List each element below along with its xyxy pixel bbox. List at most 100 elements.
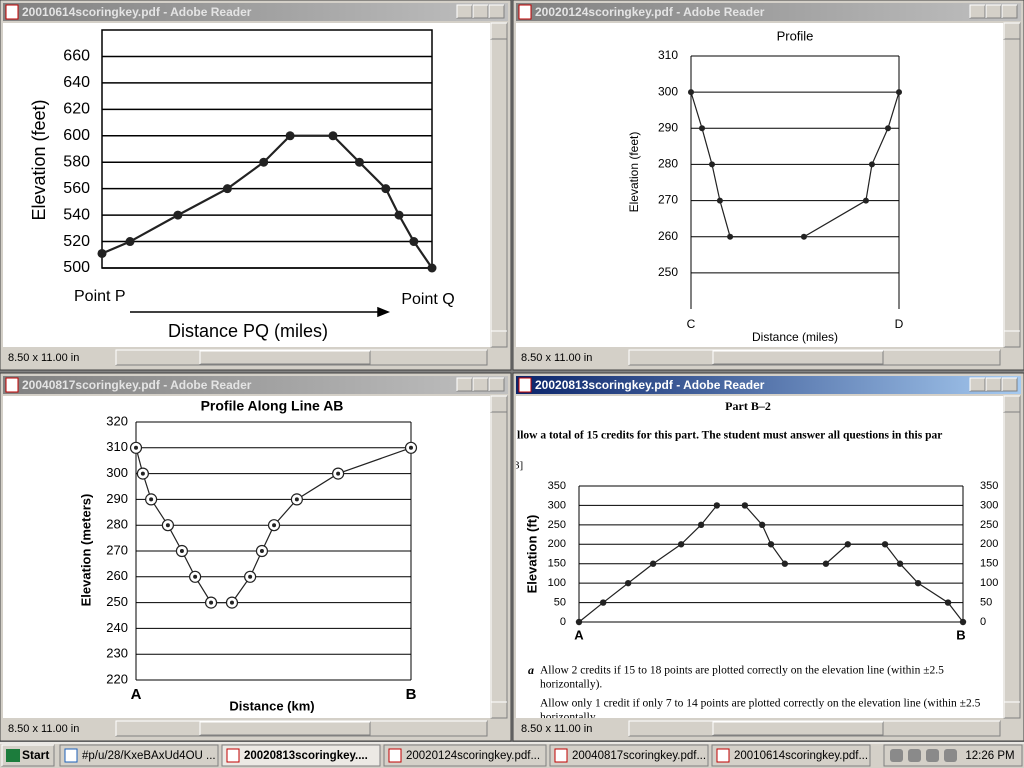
maximize-button[interactable] [985,377,1002,392]
document-area [516,23,1003,347]
scroll-thumb[interactable] [712,721,884,736]
point [624,579,632,587]
scroll-down-button[interactable] [1003,701,1021,719]
tray-icon[interactable] [890,749,903,762]
bevel-highlight [456,377,472,391]
scroll-up-button[interactable] [490,22,508,40]
scroll-down-button[interactable] [490,701,508,719]
x-start-label: A [574,627,584,642]
maximize-button[interactable] [985,4,1002,19]
point-center [179,549,184,553]
point-center [134,445,138,450]
y-tick-label: 280 [106,517,128,532]
vertical-scrollbar[interactable] [490,395,508,719]
x-end-label: Point Q [401,291,454,308]
y-tick-label: 580 [63,153,90,170]
point [285,131,295,141]
x-end-label: B [406,686,417,703]
doc-fragment: 3] [514,460,523,472]
point-center [248,574,253,579]
maximize-button[interactable] [472,377,489,392]
vertical-scrollbar[interactable] [1003,395,1021,719]
vertical-scrollbar[interactable] [1003,22,1021,348]
task-button[interactable] [221,744,381,767]
task-button[interactable] [549,744,709,767]
scroll-thumb[interactable] [199,721,371,736]
scroll-up-button[interactable] [1003,22,1021,40]
bevel-highlight [490,395,507,412]
title-bar [3,376,508,394]
title-bar [3,3,508,21]
point [381,184,391,194]
bevel-highlight [199,721,370,735]
point [758,521,766,529]
point [125,237,135,247]
y2-tick-label: 100 [980,577,998,589]
scroll-thumb[interactable] [199,350,371,365]
task-label: 20020813scoringkey.... [244,750,368,762]
bevel-highlight [456,4,472,18]
bevel-highlight [115,349,487,365]
tray-icon[interactable] [944,749,957,762]
doc-instruction: llow a total of 15 credits for this part… [517,430,942,442]
title-bar [516,3,1021,21]
y-tick-label: 250 [106,594,128,609]
bevel-highlight [712,350,883,364]
point-center [336,471,341,476]
vertical-scrollbar[interactable] [490,22,508,348]
close-button[interactable] [488,377,505,392]
scroll-down-button[interactable] [1003,330,1021,348]
chart: Profile Along Line AB 220 230 240 250 260 270 2… [78,398,418,713]
chart-title: Profile Along Line AB [201,398,344,414]
point-center [294,497,299,502]
close-button[interactable] [1001,377,1018,392]
point [944,599,952,606]
close-button[interactable] [1001,4,1018,19]
task-icon [554,748,568,763]
point [959,618,967,626]
tray-icon[interactable] [908,749,921,762]
doc-line: horizontally. [540,712,598,724]
y-tick-label: 250 [658,265,678,279]
title-bar [516,376,1021,394]
minimize-button[interactable] [969,4,986,19]
scroll-down-button[interactable] [490,330,508,348]
y-tick-label: 290 [106,491,128,506]
y-tick-label: 620 [63,101,90,118]
bevel-highlight [1001,4,1017,18]
bevel-highlight [1,744,54,766]
task-button[interactable] [711,744,871,767]
point [97,248,107,258]
point-center [272,523,277,528]
doc-line: Allow 2 credits if 15 to 18 points are p… [540,665,944,677]
minimize-button[interactable] [969,377,986,392]
x-axis-label: Distance (miles) [752,330,838,344]
minimize-button[interactable] [456,4,473,19]
y-tick-label: 500 [63,259,90,276]
task-button[interactable] [383,744,547,767]
close-button[interactable] [488,4,505,19]
bevel-highlight [985,4,1001,18]
scroll-up-button[interactable] [490,395,508,413]
profile-line [578,504,964,623]
point [767,541,775,548]
maximize-button[interactable] [472,4,489,19]
scroll-up-button[interactable] [1003,395,1021,413]
y2-tick-label: 200 [980,538,998,550]
y-axis-label: Elevation (feet) [29,99,49,220]
point [599,599,607,606]
y-tick-label: 150 [548,558,566,570]
point [844,541,851,548]
task-button[interactable] [59,744,219,767]
x-end-label: B [956,627,965,642]
point [781,560,789,567]
point-center [229,600,234,605]
task-icon [226,748,240,763]
point [259,157,269,167]
point [862,197,869,204]
minimize-button[interactable] [456,377,473,392]
y-tick-label: 220 [106,671,128,686]
tray-icon[interactable] [926,749,939,762]
task-label: 20040817scoringkey.pdf... [572,750,706,762]
scroll-thumb[interactable] [712,350,884,365]
